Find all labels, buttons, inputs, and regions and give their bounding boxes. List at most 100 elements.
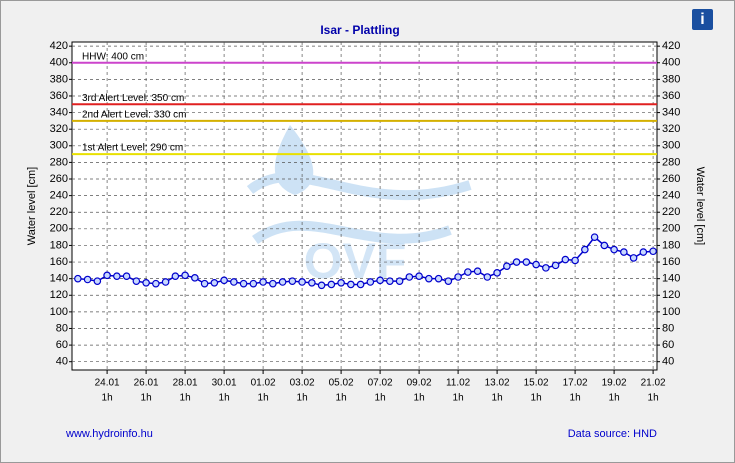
data-point: [298, 278, 306, 286]
data-point: [581, 245, 589, 254]
y2-tick-label: 80: [662, 322, 674, 334]
data-point: [473, 267, 482, 275]
data-point: [629, 254, 638, 262]
data-point: [532, 260, 540, 269]
data-point: [259, 278, 267, 286]
y-tick-label: 160: [50, 256, 68, 268]
y2-axis-label: Water level [cm]: [694, 167, 706, 245]
x-tick-label: 09.02: [407, 378, 432, 389]
y-tick-label: 140: [50, 273, 68, 285]
data-point: [317, 281, 326, 290]
x-tick-label: 03.02: [290, 378, 315, 389]
data-point: [356, 280, 365, 289]
data-point: [620, 248, 628, 256]
data-point: [571, 256, 579, 265]
x-tick-sublabel: 1h: [609, 393, 620, 404]
x-tick-sublabel: 1h: [531, 393, 542, 404]
x-tick-label: 19.02: [602, 378, 627, 389]
data-point: [278, 278, 287, 286]
y-tick-label: 280: [50, 156, 68, 168]
data-point: [454, 273, 462, 281]
data-point: [551, 261, 560, 270]
data-point: [152, 279, 160, 288]
y-axis-label: Water level [cm]: [26, 167, 38, 245]
threshold-label: 3rd Alert Level: 350 cm: [82, 93, 184, 104]
data-point: [239, 279, 248, 288]
y2-tick-label: 420: [662, 40, 680, 52]
data-point: [464, 268, 472, 276]
x-tick-sublabel: 1h: [375, 393, 386, 404]
x-tick-label: 30.01: [212, 378, 237, 389]
x-tick-label: 15.02: [524, 378, 549, 389]
y-tick-label: 240: [50, 190, 68, 202]
y-tick-label: 180: [50, 239, 68, 251]
y-tick-label: 100: [50, 306, 68, 318]
y-tick-label: 80: [56, 322, 68, 334]
x-tick-label: 17.02: [563, 378, 588, 389]
data-point: [415, 272, 423, 280]
y-tick-label: 60: [56, 339, 68, 351]
y-tick-label: 320: [50, 123, 68, 135]
footer-link[interactable]: www.hydroinfo.hu: [65, 428, 153, 440]
data-point: [483, 273, 492, 281]
y-tick-label: 220: [50, 206, 68, 218]
y2-tick-label: 240: [662, 190, 680, 202]
data-point: [444, 277, 453, 285]
x-tick-sublabel: 1h: [297, 393, 308, 404]
x-tick-sublabel: 1h: [336, 393, 347, 404]
y2-tick-label: 280: [662, 156, 680, 168]
y2-tick-label: 40: [662, 356, 674, 368]
data-point: [347, 280, 355, 289]
info-icon[interactable]: i: [700, 11, 704, 28]
data-point: [171, 272, 180, 280]
data-point: [308, 279, 316, 287]
data-point: [83, 275, 92, 284]
y2-tick-label: 300: [662, 140, 680, 152]
data-point: [503, 262, 511, 271]
data-point: [600, 241, 609, 250]
data-point: [103, 271, 111, 280]
x-tick-sublabel: 1h: [102, 393, 113, 404]
data-point: [512, 258, 521, 266]
y-tick-label: 200: [50, 223, 68, 235]
data-point: [649, 247, 657, 256]
y2-tick-label: 320: [662, 123, 680, 135]
data-point: [376, 276, 384, 285]
y2-tick-label: 120: [662, 289, 680, 301]
info-button[interactable]: [692, 9, 713, 30]
y2-tick-label: 400: [662, 57, 680, 69]
x-tick-sublabel: 1h: [141, 393, 152, 404]
data-point: [74, 274, 82, 283]
data-point: [542, 264, 550, 272]
data-point: [425, 274, 433, 283]
data-point: [93, 277, 102, 285]
data-point: [210, 279, 219, 287]
y-tick-label: 420: [50, 40, 68, 52]
data-point: [590, 233, 599, 241]
data-point: [639, 248, 648, 256]
y-tick-label: 400: [50, 57, 68, 69]
watermark-logo: [246, 125, 472, 245]
x-tick-sublabel: 1h: [492, 393, 503, 404]
data-point: [288, 277, 297, 285]
data-point: [113, 272, 121, 280]
data-point: [249, 279, 258, 288]
data-point: [434, 274, 443, 283]
data-point: [191, 274, 199, 282]
x-tick-sublabel: 1h: [180, 393, 191, 404]
y-tick-label: 340: [50, 106, 68, 118]
data-point: [395, 277, 404, 285]
y2-tick-label: 340: [662, 106, 680, 118]
y-tick-label: 40: [56, 356, 68, 368]
y2-tick-label: 140: [662, 273, 680, 285]
x-tick-label: 05.02: [329, 378, 354, 389]
y2-tick-label: 180: [662, 239, 680, 251]
data-point: [337, 279, 345, 287]
x-tick-sublabel: 1h: [414, 393, 425, 404]
x-tick-sublabel: 1h: [258, 393, 269, 404]
x-tick-label: 26.01: [134, 378, 159, 389]
data-point: [522, 258, 531, 266]
threshold-label: HHW: 400 cm: [82, 51, 144, 62]
y-tick-label: 380: [50, 73, 68, 85]
